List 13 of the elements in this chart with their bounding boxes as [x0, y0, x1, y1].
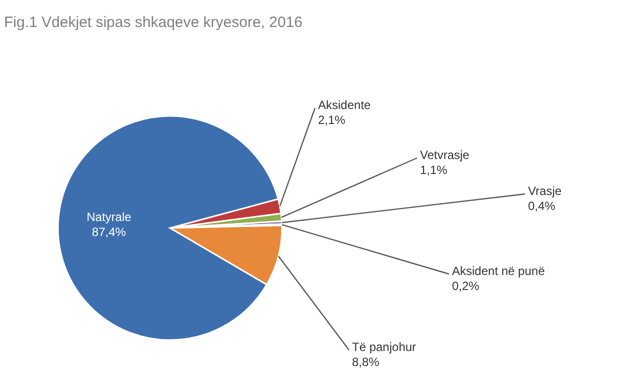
data-label: 2,1%: [318, 113, 346, 127]
data-label: 8,8%: [352, 355, 380, 369]
slice-label: Aksident në punë: [452, 264, 546, 278]
data-label: 0,2%: [452, 279, 480, 293]
data-label: 1,1%: [420, 163, 448, 177]
slice-label: Vetvrasje: [420, 148, 470, 162]
data-label: 0,4%: [528, 199, 556, 213]
slice-label: Vrasje: [528, 184, 562, 198]
slice-label: Natyrale: [86, 210, 132, 224]
slice-label: Të panjohur: [352, 340, 416, 354]
data-label: 87,4%: [92, 224, 126, 239]
chart-title: Fig.1 Vdekjet sipas shkaqeve kryesore, 2016: [4, 14, 302, 31]
slice-label: Aksidente: [318, 98, 372, 112]
